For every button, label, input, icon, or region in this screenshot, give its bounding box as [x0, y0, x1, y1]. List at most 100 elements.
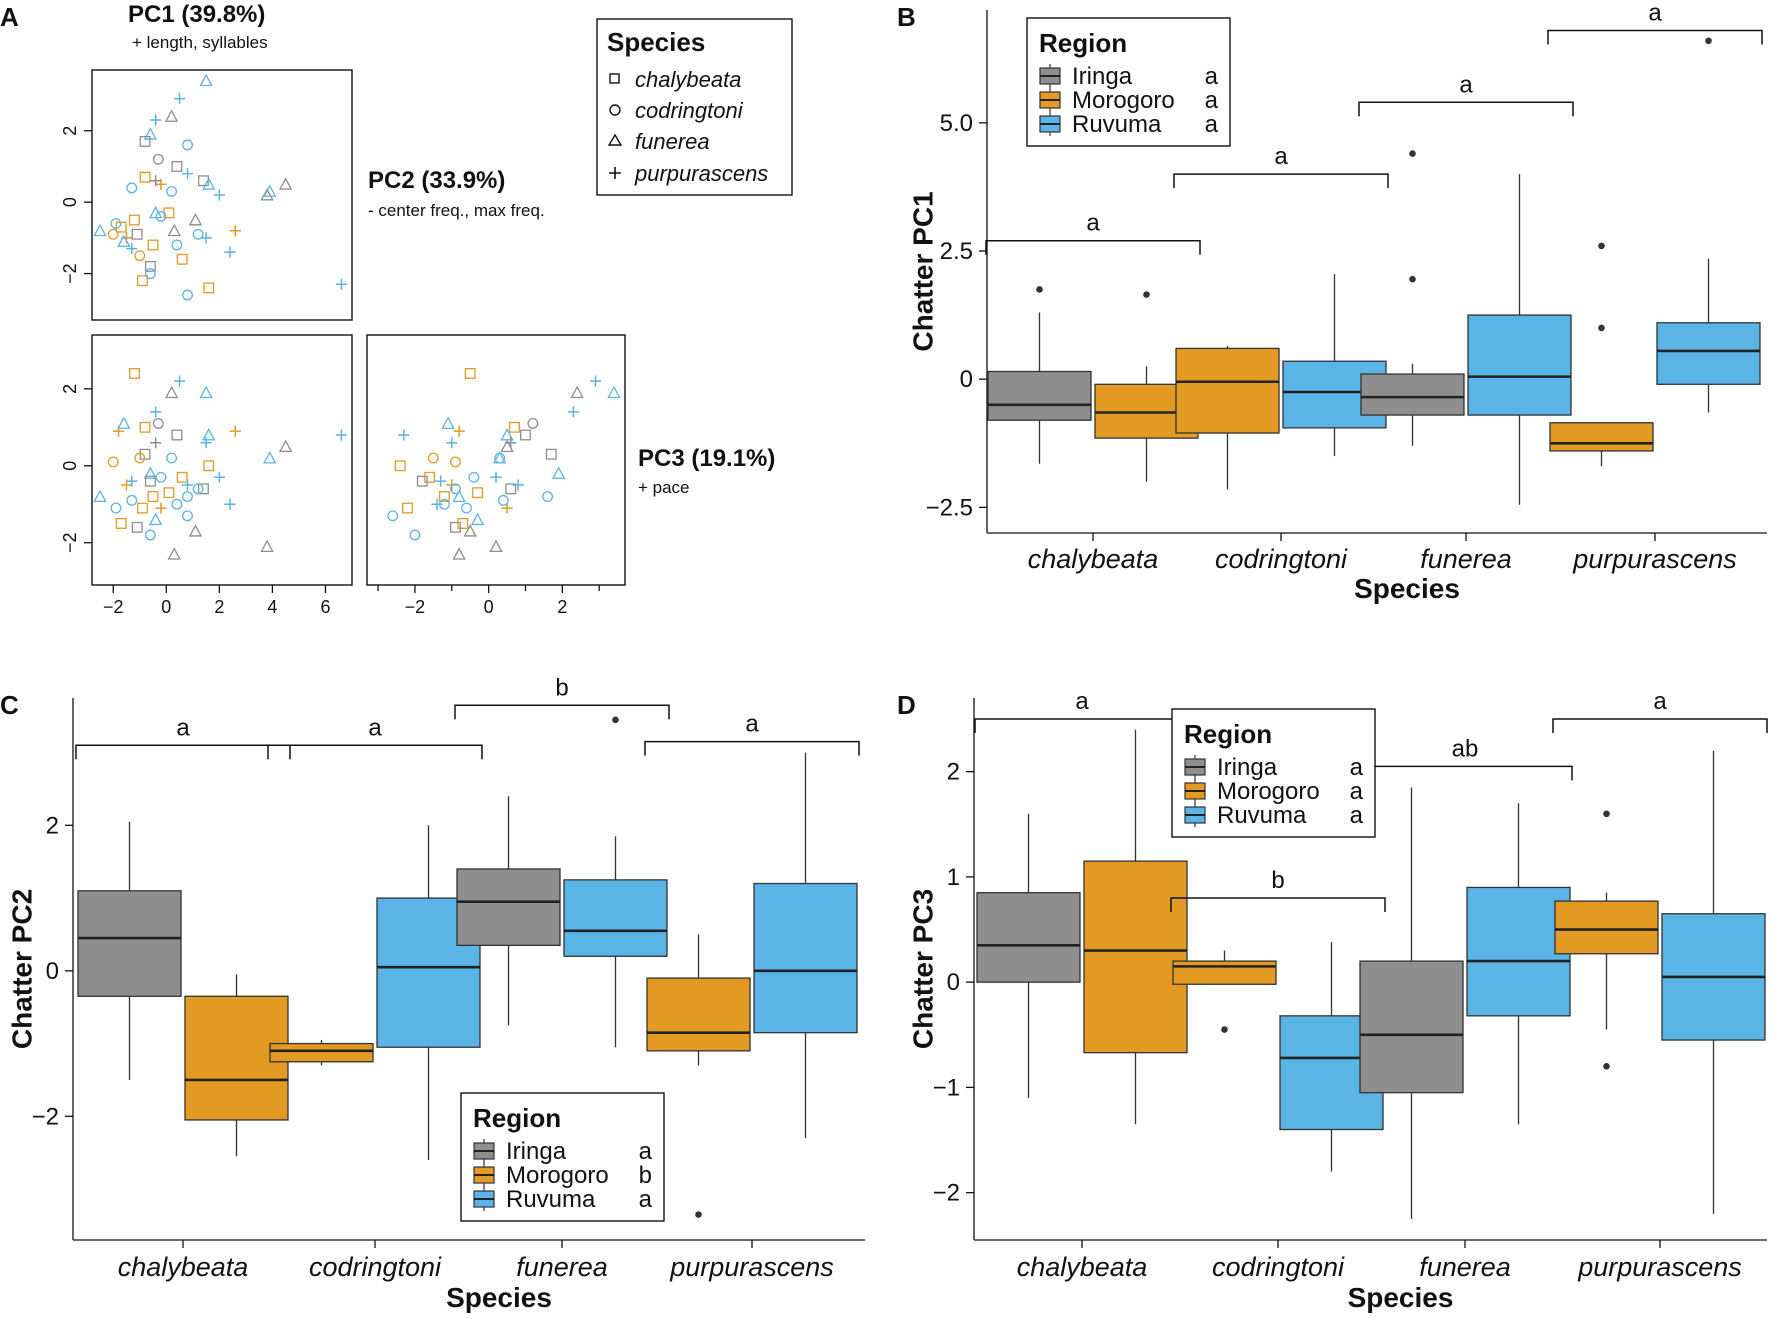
scatter-point — [450, 483, 461, 495]
y-axis-title: Chatter PC1 — [908, 191, 939, 351]
panel-b-boxplot: B −2.5 0 2.5 5.0 chalybeata codringtoni funere… — [897, 0, 1767, 604]
x-axis-title: Species — [1348, 1282, 1454, 1313]
category-label: funerea — [1420, 544, 1512, 574]
scatter-point — [144, 475, 156, 487]
square-marker-icon — [609, 73, 620, 84]
scatter-point — [427, 452, 439, 464]
scatter-point — [152, 153, 164, 165]
scatter-point — [182, 139, 193, 151]
significance-bracket — [1358, 101, 1574, 117]
scatter-point — [188, 524, 203, 537]
scatter-point — [107, 228, 119, 240]
category-label: chalybeata — [118, 1252, 249, 1282]
outlier-point — [1409, 275, 1416, 283]
species-legend-item: purpurascens — [634, 161, 768, 186]
outlier-point — [1603, 1063, 1610, 1070]
scatter-point — [494, 452, 506, 464]
scatter-point — [166, 452, 178, 464]
x-tick-label: 0 — [484, 597, 494, 617]
significance-bracket — [1552, 718, 1768, 734]
scatter-point — [224, 246, 236, 258]
scatter-pc1-vs-pc2-frame — [91, 69, 353, 321]
category-label: codringtoni — [309, 1252, 442, 1282]
region-legend-title: Region — [1184, 719, 1272, 749]
scatter-point — [126, 494, 138, 506]
category-label: funerea — [516, 1252, 608, 1282]
scatter-point — [167, 547, 181, 560]
scatter-point — [446, 437, 458, 449]
y-tick-label: 0 — [46, 958, 59, 985]
scatter-point — [139, 171, 151, 183]
region-legend-sig: a — [1350, 778, 1364, 805]
scatter-point — [182, 491, 193, 502]
scatter-point — [199, 73, 213, 87]
y-tick-label: 0 — [60, 461, 80, 471]
panel-d-boxplot: D −2 −1 0 1 2 chalybeata codringtoni funerea pur… — [897, 688, 1768, 1313]
scatter-point — [203, 460, 215, 472]
outlier-point — [1603, 810, 1610, 818]
scatter-point — [176, 253, 188, 265]
y-tick-label: −2 — [32, 1103, 59, 1130]
scatter-point — [164, 385, 179, 399]
y-tick-label: 2 — [947, 759, 960, 786]
region-legend: Region Iringa a Morogoro a Ruvuma a — [1171, 708, 1376, 838]
scatter-point — [173, 92, 186, 105]
scatter-point — [489, 539, 503, 552]
scatter-point — [409, 529, 421, 541]
region-legend-label: Ruvuma — [1217, 802, 1307, 829]
scatter-point — [551, 466, 566, 479]
outlier-point — [1036, 286, 1043, 293]
scatter-point — [192, 228, 204, 240]
scatter-point — [197, 175, 209, 187]
scatter-point — [452, 489, 466, 502]
scatter-point — [450, 456, 461, 468]
y-tick-label: 0 — [947, 969, 960, 996]
y-tick-label: 2 — [46, 812, 59, 839]
region-legend-frame — [1026, 17, 1231, 147]
scatter-point — [508, 421, 520, 433]
significance-bracket — [985, 239, 1201, 255]
scatter-point — [263, 184, 277, 197]
scatter-point — [192, 483, 204, 495]
panel-c-letter: C — [0, 690, 19, 720]
pc3-title: PC3 (19.1%) — [638, 445, 775, 472]
region-legend-label: Iringa — [506, 1138, 567, 1165]
scatter-point — [335, 429, 347, 441]
scatter-point — [453, 425, 465, 437]
region-legend-label: Morogoro — [1072, 87, 1175, 114]
scatter-point — [150, 114, 162, 126]
scatter-point — [500, 428, 514, 441]
scatter-point — [171, 160, 183, 172]
scatter-point — [182, 510, 193, 522]
scatter-point — [136, 502, 148, 514]
outlier-point — [695, 1211, 702, 1218]
box-morogoro — [269, 1042, 374, 1063]
panel-c-boxplot: C −2 0 2 chalybeata codringtoni funerea purpur… — [0, 674, 865, 1313]
region-legend-label: Morogoro — [506, 1162, 609, 1189]
scatter-point — [490, 471, 502, 483]
significance-bracket — [1170, 897, 1386, 912]
species-legend-item: funerea — [635, 129, 710, 154]
significance-letter: a — [1648, 0, 1662, 27]
region-legend-sig: a — [639, 1186, 653, 1213]
scatter-point — [148, 512, 163, 526]
scatter-point — [200, 437, 212, 449]
scatter-point — [182, 289, 193, 301]
scatter-point — [128, 214, 140, 226]
scatter-point — [181, 167, 194, 180]
scatter-point — [450, 521, 461, 533]
scatter-point — [126, 242, 138, 255]
scatter-point — [150, 175, 162, 187]
scatter-point — [335, 278, 347, 290]
scatter-point — [278, 177, 293, 190]
region-legend-label: Ruvuma — [506, 1186, 596, 1213]
scatter-point — [468, 471, 480, 483]
category-label: chalybeata — [1017, 1252, 1148, 1282]
y-tick-label: −2.5 — [926, 494, 973, 521]
box-morogoro — [1172, 960, 1277, 985]
scatter-point — [527, 418, 539, 429]
scatter-point — [260, 539, 274, 552]
scatter-point — [143, 466, 158, 479]
region-legend-frame — [1171, 708, 1376, 838]
scatter-pc1-vs-pc3-frame — [91, 334, 353, 586]
